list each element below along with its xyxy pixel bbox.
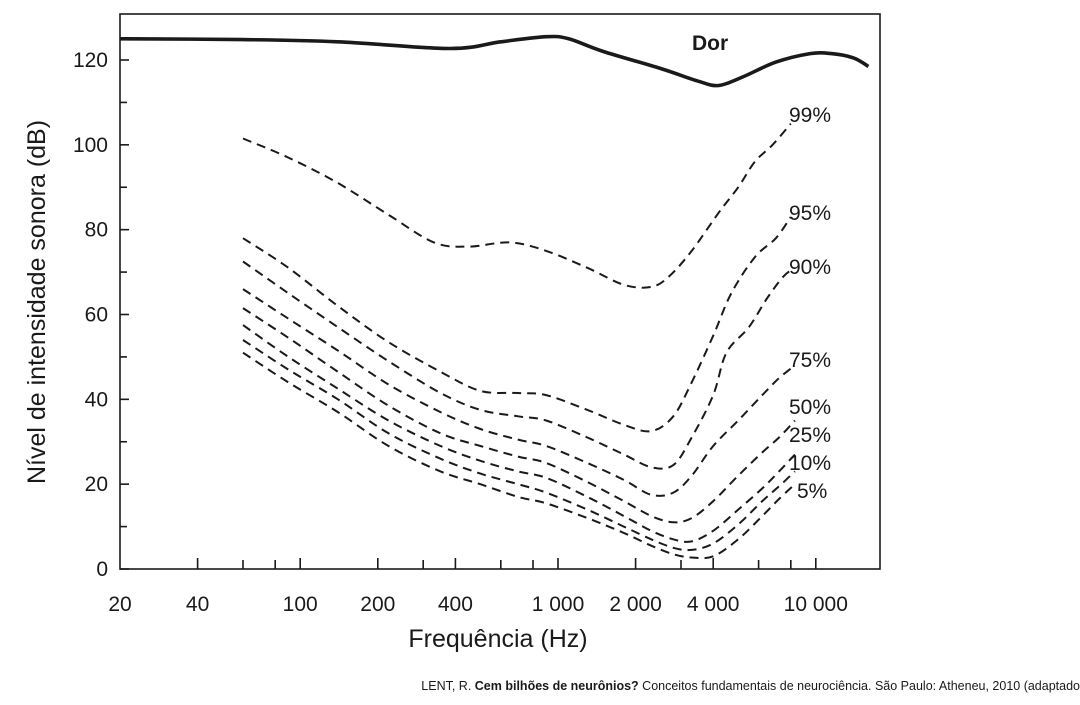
curve-label-10pct: 10% <box>789 452 831 475</box>
curve-5pct <box>242 351 796 560</box>
curves-group <box>119 34 870 560</box>
y-tick-label: 0 <box>96 558 108 581</box>
x-axis-title: Frequência (Hz) <box>408 625 587 653</box>
curve-99pct <box>242 122 792 289</box>
curve-75pct <box>242 288 796 497</box>
citation-rest: Conceitos fundamentais de neurociência. … <box>638 679 1080 693</box>
curve-label-90pct: 90% <box>789 256 831 279</box>
curve-label-25pct: 25% <box>789 424 831 447</box>
source-citation: LENT, R. Cem bilhões de neurônios? Conce… <box>421 679 1080 693</box>
x-tick-label: 400 <box>438 593 473 616</box>
curve-10pct <box>242 339 796 552</box>
citation-title: Cem bilhões de neurônios? <box>474 679 639 693</box>
curve-labels: Dor 99% 95% 90% 75% 50% 25% 10% 5% <box>692 32 831 503</box>
curve-95pct <box>242 216 792 433</box>
curve-label-50pct: 50% <box>789 396 831 419</box>
curve-dor <box>119 34 870 88</box>
plot-border <box>119 13 881 570</box>
y-tick-label: 60 <box>85 304 108 327</box>
axis-ticks <box>120 59 817 570</box>
curve-label-5pct: 5% <box>797 480 827 503</box>
curve-50pct <box>242 307 796 524</box>
x-tick-label: 20 <box>108 593 131 616</box>
x-tick-label: 200 <box>360 593 395 616</box>
curve-label-95pct: 95% <box>789 202 831 225</box>
x-tick-label: 40 <box>186 593 209 616</box>
x-tick-label: 100 <box>283 593 318 616</box>
x-tick-label: 10 000 <box>784 593 848 616</box>
curve-label-99pct: 99% <box>789 104 831 127</box>
plot-frame <box>119 13 881 570</box>
y-axis-title: Nível de intensidade sonora (dB) <box>23 120 51 484</box>
curve-25pct <box>242 324 796 543</box>
citation-author: LENT, R. <box>421 679 475 693</box>
curve-90pct <box>242 260 796 470</box>
y-tick-label: 20 <box>85 473 108 496</box>
curve-label-dor: Dor <box>692 32 728 55</box>
curve-label-75pct: 75% <box>789 349 831 372</box>
x-tick-label: 4 000 <box>687 593 740 616</box>
x-tick-label: 1 000 <box>532 593 585 616</box>
y-tick-label: 80 <box>85 219 108 242</box>
y-tick-label: 120 <box>73 49 108 72</box>
y-tick-label: 100 <box>73 134 108 157</box>
y-tick-label: 40 <box>85 388 108 411</box>
x-tick-label: 2 000 <box>609 593 662 616</box>
